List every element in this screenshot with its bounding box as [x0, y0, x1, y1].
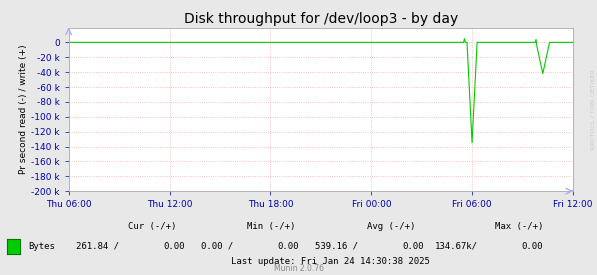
Text: 539.16 /: 539.16 /	[315, 242, 358, 251]
Text: 0.00: 0.00	[277, 242, 298, 251]
Text: 261.84 /: 261.84 /	[76, 242, 119, 251]
Text: Bytes: Bytes	[29, 242, 56, 251]
Text: 0.00: 0.00	[522, 242, 543, 251]
Text: Avg (-/+): Avg (-/+)	[367, 222, 416, 231]
Text: RRDTOOL / TOBI OETIKER: RRDTOOL / TOBI OETIKER	[590, 70, 595, 150]
Text: 0.00: 0.00	[402, 242, 424, 251]
Title: Disk throughput for /dev/loop3 - by day: Disk throughput for /dev/loop3 - by day	[184, 12, 458, 26]
Text: 0.00 /: 0.00 /	[201, 242, 233, 251]
Y-axis label: Pr second read (-) / write (+): Pr second read (-) / write (+)	[19, 45, 28, 174]
Text: Cur (-/+): Cur (-/+)	[128, 222, 177, 231]
Text: Munin 2.0.76: Munin 2.0.76	[273, 264, 324, 273]
Text: Max (-/+): Max (-/+)	[495, 222, 544, 231]
Text: Last update: Fri Jan 24 14:30:38 2025: Last update: Fri Jan 24 14:30:38 2025	[231, 257, 430, 266]
Text: 0.00: 0.00	[164, 242, 185, 251]
Text: Min (-/+): Min (-/+)	[247, 222, 296, 231]
Text: 134.67k/: 134.67k/	[435, 242, 478, 251]
